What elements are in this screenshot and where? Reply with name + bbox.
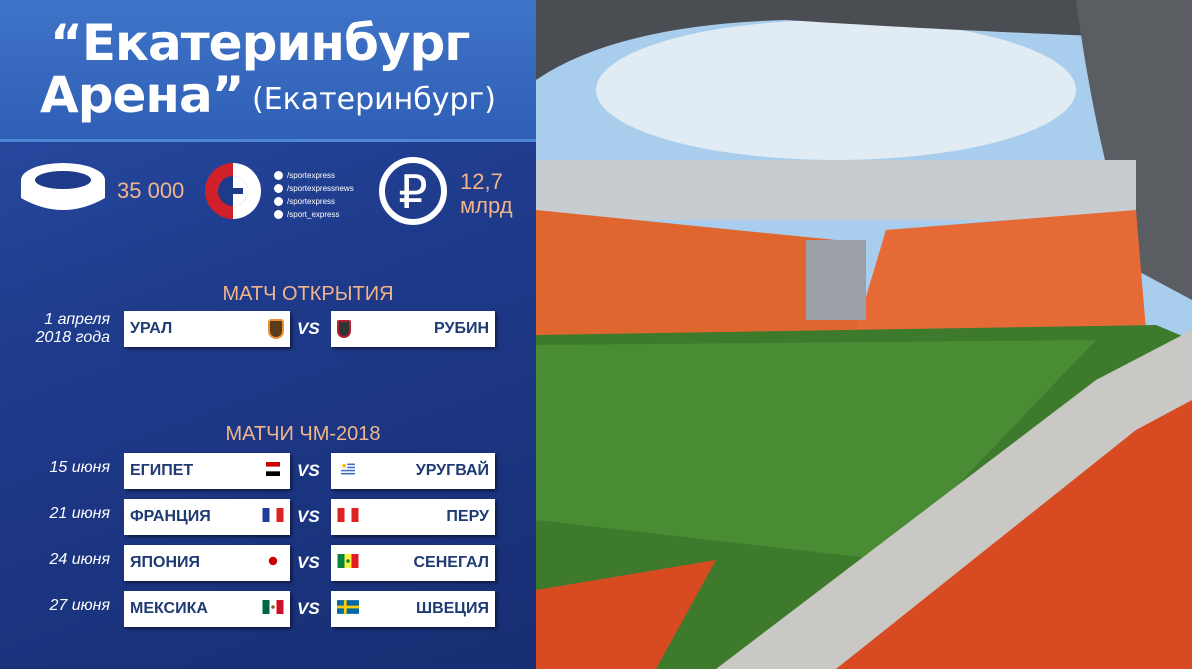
- info-panel: “Екатеринбург Арена” (Екатеринбург) 35 0…: [0, 0, 536, 669]
- match-date: 27 июня: [49, 597, 110, 614]
- flag-icon: [262, 507, 284, 527]
- title-line1: “Екатеринбург: [50, 14, 470, 72]
- stadium-icon: [21, 163, 105, 210]
- social-instagram[interactable]: /sport_express: [274, 208, 354, 221]
- team-home: УРАЛ: [124, 311, 290, 347]
- stadium-image: [536, 0, 1192, 669]
- flag-icon: [337, 507, 359, 527]
- team-home: ЕГИПЕТ: [124, 453, 290, 489]
- sport-express-logo: [205, 163, 261, 219]
- header: “Екатеринбург Арена” (Екатеринбург): [0, 0, 536, 142]
- flag-icon: [262, 599, 284, 619]
- team-home: МЕКСИКА: [124, 591, 290, 627]
- match-date: 15 июня: [49, 459, 110, 476]
- team-away: УРУГВАЙ: [331, 453, 495, 489]
- team-away: РУБИН: [331, 311, 495, 347]
- twitter-icon: [274, 197, 283, 206]
- ruble-icon: ₽: [379, 157, 447, 225]
- social-links: /sportexpress /sportexpressnews /sportex…: [274, 169, 354, 221]
- cost: 12,7 млрд: [460, 169, 513, 218]
- wc-heading: МАТЧИ ЧМ-2018: [225, 423, 381, 445]
- facebook-icon: [274, 184, 283, 193]
- team-away: ПЕРУ: [331, 499, 495, 535]
- vs-label: VS: [297, 553, 320, 572]
- flag-icon: [337, 461, 359, 481]
- flag-icon: [337, 599, 359, 619]
- team-away: ШВЕЦИЯ: [331, 591, 495, 627]
- title-city: (Екатеринбург): [252, 82, 497, 117]
- capacity: 35 000: [117, 178, 185, 203]
- instagram-icon: [274, 210, 283, 219]
- ural-logo: [268, 319, 284, 339]
- svg-text:₽: ₽: [398, 165, 427, 219]
- team-home: ЯПОНИЯ: [124, 545, 290, 581]
- social-vk[interactable]: /sportexpress: [274, 169, 354, 182]
- vs-label: VS: [297, 507, 320, 526]
- flag-icon: [262, 553, 284, 573]
- vs-label: VS: [297, 319, 320, 338]
- opening-heading: МАТЧ ОТКРЫТИЯ: [222, 283, 394, 305]
- rubin-logo: [337, 320, 351, 338]
- vs-label: VS: [297, 599, 320, 618]
- social-facebook[interactable]: /sportexpressnews: [274, 182, 354, 195]
- team-away: СЕНЕГАЛ: [331, 545, 495, 581]
- flag-icon: [262, 461, 284, 481]
- title-line2: Арена”: [40, 66, 245, 124]
- vk-icon: [274, 171, 283, 180]
- opening-date: 1 апреля 2018 года: [35, 311, 110, 346]
- social-twitter[interactable]: /sportexpress: [274, 195, 354, 208]
- stadium-photo: [536, 0, 1192, 669]
- flag-icon: [337, 553, 359, 573]
- vs-label: VS: [297, 461, 320, 480]
- match-date: 21 июня: [49, 505, 110, 522]
- match-date: 24 июня: [49, 551, 110, 568]
- team-home: ФРАНЦИЯ: [124, 499, 290, 535]
